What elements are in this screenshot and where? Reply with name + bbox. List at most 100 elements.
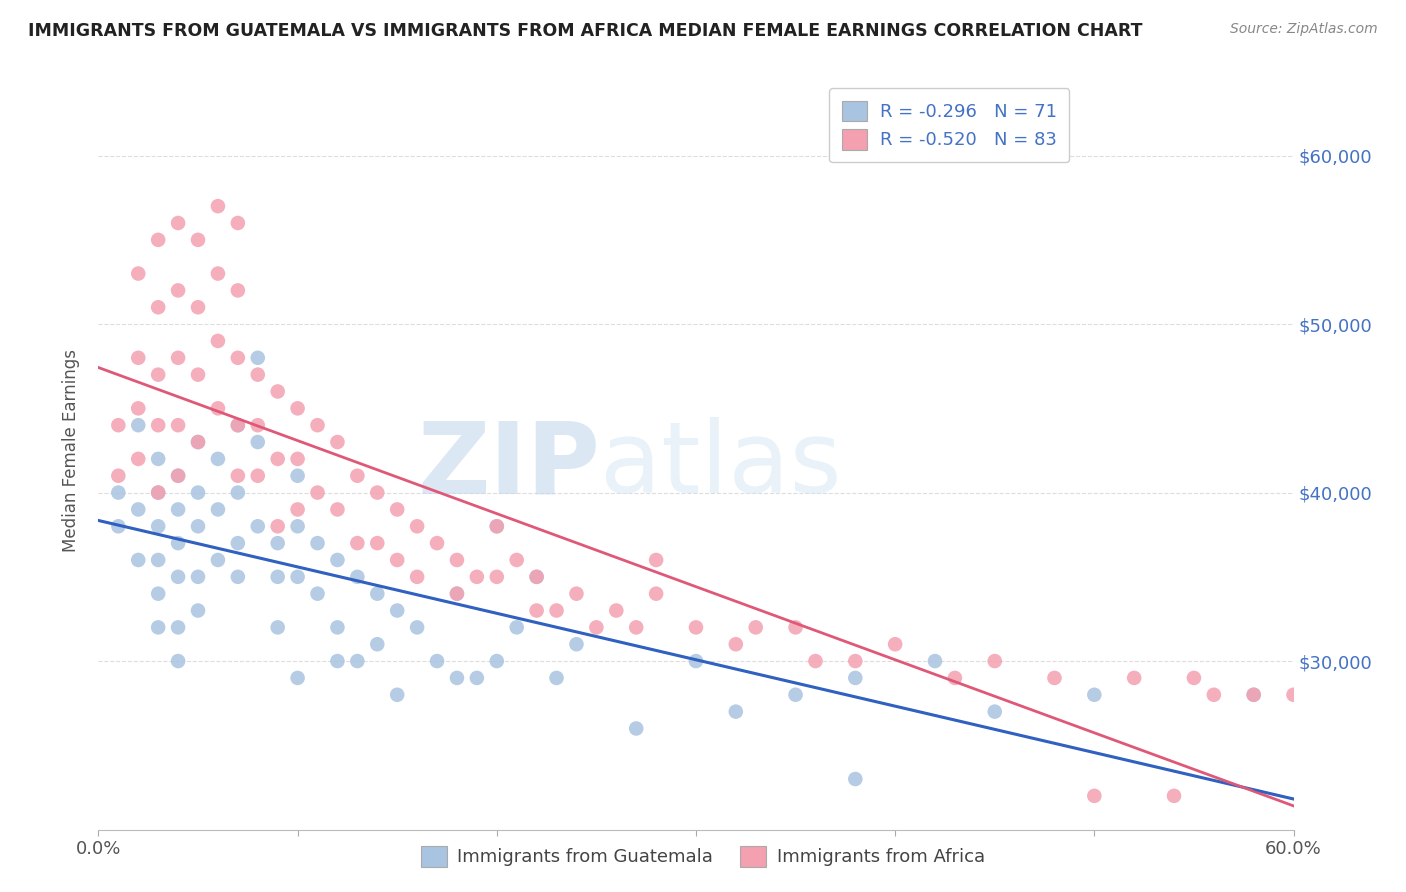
Point	[187, 435, 209, 450]
Text: atlas: atlas	[600, 417, 842, 514]
Point	[1043, 671, 1066, 685]
Point	[446, 553, 468, 567]
Point	[1202, 688, 1225, 702]
Point	[326, 553, 349, 567]
Point	[326, 435, 349, 450]
Point	[267, 519, 290, 533]
Point	[485, 570, 508, 584]
Point	[506, 553, 529, 567]
Point	[167, 536, 190, 550]
Point	[326, 620, 349, 634]
Point	[127, 351, 149, 365]
Point	[465, 671, 488, 685]
Point	[207, 502, 229, 516]
Point	[226, 418, 249, 433]
Point	[366, 587, 388, 601]
Point	[207, 334, 229, 348]
Point	[107, 485, 129, 500]
Point	[246, 519, 269, 533]
Point	[148, 553, 170, 567]
Point	[346, 570, 368, 584]
Point	[585, 620, 607, 634]
Point	[406, 519, 429, 533]
Point	[943, 671, 966, 685]
Text: IMMIGRANTS FROM GUATEMALA VS IMMIGRANTS FROM AFRICA MEDIAN FEMALE EARNINGS CORRE: IMMIGRANTS FROM GUATEMALA VS IMMIGRANTS …	[28, 22, 1143, 40]
Point	[844, 671, 866, 685]
Point	[267, 536, 290, 550]
Point	[148, 587, 170, 601]
Point	[565, 587, 588, 601]
Point	[724, 705, 747, 719]
Point	[148, 233, 170, 247]
Point	[307, 418, 329, 433]
Point	[546, 671, 568, 685]
Point	[984, 654, 1007, 668]
Point	[385, 502, 409, 516]
Point	[127, 267, 149, 281]
Text: Source: ZipAtlas.com: Source: ZipAtlas.com	[1230, 22, 1378, 37]
Point	[685, 654, 707, 668]
Point	[685, 620, 707, 634]
Point	[406, 620, 429, 634]
Point	[346, 536, 368, 550]
Point	[785, 620, 807, 634]
Point	[1182, 671, 1205, 685]
Point	[167, 284, 190, 298]
Point	[287, 401, 309, 416]
Point	[167, 620, 190, 634]
Point	[287, 570, 309, 584]
Point	[107, 519, 129, 533]
Point	[246, 368, 269, 382]
Point	[307, 485, 329, 500]
Point	[167, 418, 190, 433]
Point	[148, 451, 170, 466]
Point	[207, 401, 229, 416]
Point	[148, 620, 170, 634]
Point	[287, 468, 309, 483]
Point	[267, 570, 290, 584]
Point	[626, 620, 648, 634]
Legend: Immigrants from Guatemala, Immigrants from Africa: Immigrants from Guatemala, Immigrants fr…	[415, 838, 991, 874]
Point	[1083, 688, 1105, 702]
Point	[187, 519, 209, 533]
Point	[645, 587, 668, 601]
Point	[226, 536, 249, 550]
Point	[844, 772, 866, 786]
Point	[127, 502, 149, 516]
Point	[426, 654, 449, 668]
Point	[307, 587, 329, 601]
Point	[745, 620, 768, 634]
Point	[187, 485, 209, 500]
Point	[785, 688, 807, 702]
Point	[724, 637, 747, 651]
Point	[385, 603, 409, 617]
Point	[167, 654, 190, 668]
Point	[267, 451, 290, 466]
Point	[127, 553, 149, 567]
Point	[924, 654, 946, 668]
Point	[605, 603, 627, 617]
Point	[565, 637, 588, 651]
Y-axis label: Median Female Earnings: Median Female Earnings	[62, 349, 80, 552]
Point	[485, 519, 508, 533]
Point	[1243, 688, 1265, 702]
Point	[207, 451, 229, 466]
Point	[546, 603, 568, 617]
Point	[246, 351, 269, 365]
Point	[446, 671, 468, 685]
Point	[346, 654, 368, 668]
Point	[326, 502, 349, 516]
Point	[107, 468, 129, 483]
Point	[465, 570, 488, 584]
Point	[167, 468, 190, 483]
Point	[526, 570, 548, 584]
Point	[148, 485, 170, 500]
Point	[267, 384, 290, 399]
Point	[804, 654, 827, 668]
Point	[148, 519, 170, 533]
Point	[645, 553, 668, 567]
Point	[246, 418, 269, 433]
Point	[148, 418, 170, 433]
Point	[207, 199, 229, 213]
Point	[366, 536, 388, 550]
